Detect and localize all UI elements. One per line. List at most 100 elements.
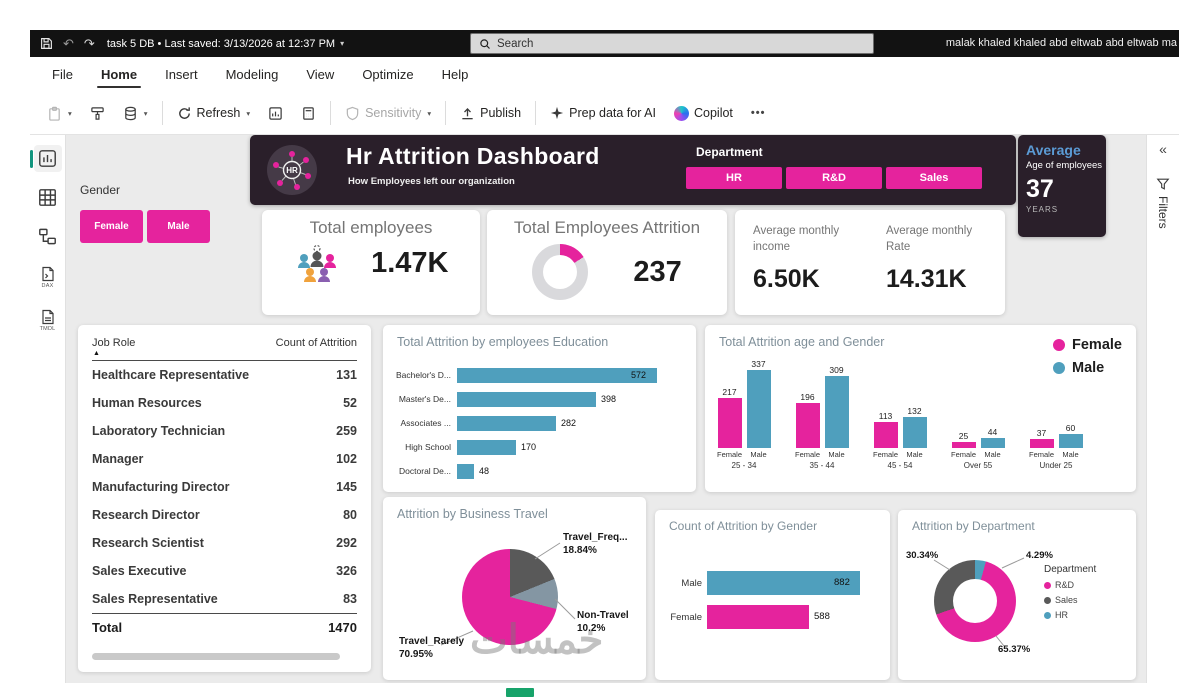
legend-item-hr[interactable]: HR	[1044, 610, 1096, 620]
legend-item-male[interactable]: Male	[1053, 360, 1122, 376]
table-row[interactable]: Human Resources 52	[92, 389, 357, 417]
redo-icon[interactable]: ↷	[83, 36, 95, 51]
column[interactable]: 113	[873, 411, 898, 448]
bar[interactable]	[457, 439, 516, 455]
income-rate-card[interactable]: Average monthly income 6.50K Average mon…	[735, 210, 1005, 315]
format-painter-button[interactable]	[81, 97, 114, 129]
column[interactable]: 309	[824, 365, 849, 448]
table-scrollbar[interactable]	[92, 653, 340, 660]
menu-item-modeling[interactable]: Modeling	[225, 67, 279, 82]
department-chart[interactable]: Attrition by Department Department R&D Sa…	[898, 510, 1136, 680]
department-donut[interactable]	[934, 560, 1016, 642]
table-row[interactable]: Laboratory Technician 259	[92, 417, 357, 445]
column[interactable]: 37	[1029, 428, 1054, 448]
job-role-cell: Laboratory Technician	[92, 424, 226, 438]
table-view-button[interactable]	[34, 184, 62, 211]
tmdl-view-button[interactable]: TMDL	[34, 305, 62, 336]
column[interactable]: 132	[902, 406, 927, 448]
legend-item-rd[interactable]: R&D	[1044, 580, 1096, 590]
copilot-button[interactable]: Copilot	[665, 97, 742, 129]
table-row[interactable]: Research Director 80	[92, 501, 357, 529]
dax-query-view-button[interactable]: DAX	[34, 262, 62, 293]
table-row[interactable]: Healthcare Representative 131	[92, 361, 357, 389]
model-view-button[interactable]	[34, 223, 62, 250]
search-box[interactable]	[470, 33, 874, 54]
bar[interactable]	[707, 605, 809, 629]
average-age-card[interactable]: Average Age of employees 37 YEARS	[1018, 135, 1106, 237]
report-view-button[interactable]	[29, 145, 62, 172]
education-chart[interactable]: Total Attrition by employees Education B…	[383, 325, 696, 492]
job-role-table[interactable]: Job Role Count of Attrition ▲ Healthcare…	[78, 325, 371, 672]
menu-item-insert[interactable]: Insert	[165, 67, 198, 82]
donut-slice-label: 65.37%	[998, 644, 1031, 655]
search-input[interactable]	[497, 37, 865, 50]
attrition-column-header[interactable]: Count of Attrition	[275, 337, 357, 349]
doc-title-caret-icon[interactable]: ▾	[340, 39, 345, 48]
column[interactable]: 60	[1058, 423, 1083, 448]
legend-item-sales[interactable]: Sales	[1044, 595, 1096, 605]
paste-button[interactable]: ▾	[38, 97, 81, 129]
column[interactable]: 25	[951, 431, 976, 448]
table-row[interactable]: Manufacturing Director 145	[92, 473, 357, 501]
undo-icon[interactable]: ↶	[63, 36, 74, 51]
gender-button-female[interactable]: Female	[80, 210, 143, 243]
department-button-sales[interactable]: Sales	[886, 167, 982, 189]
get-data-button[interactable]: ▾	[114, 97, 157, 129]
menu-item-file[interactable]: File	[52, 67, 73, 82]
filters-rail: « Filters	[1146, 135, 1179, 683]
expand-filters-button[interactable]: «	[1159, 141, 1167, 157]
chart-title: Total Attrition age and Gender	[719, 335, 885, 349]
department-button-rd[interactable]: R&D	[786, 167, 882, 189]
business-travel-pie[interactable]	[462, 549, 558, 645]
bar-row: Associates ... 282	[393, 411, 688, 435]
refresh-button[interactable]: Refresh ▾	[168, 97, 260, 129]
department-button-hr[interactable]: HR	[686, 167, 782, 189]
dashboard-header[interactable]: HR Hr Attrition Dashboard How Employees …	[250, 135, 1016, 205]
gender-button-male[interactable]: Male	[147, 210, 210, 243]
column[interactable]: 196	[795, 392, 820, 448]
column[interactable]: 44	[980, 427, 1005, 448]
bar[interactable]	[707, 571, 860, 595]
total-employees-card[interactable]: Total employees 1.47K	[262, 210, 480, 315]
column[interactable]: 217	[717, 387, 742, 448]
ribbon-toolbar: ▾ ▾ Refresh ▾ Sensitivity ▾ Publish Prep…	[30, 92, 1179, 135]
attrition-count-cell: 52	[343, 396, 357, 410]
column[interactable]: 337	[746, 359, 771, 448]
category-label: Male	[681, 577, 702, 589]
attrition-card[interactable]: Total Employees Attrition 237	[487, 210, 727, 315]
axis-group-label: 25 - 34	[731, 461, 757, 470]
prep-data-ai-button[interactable]: Prep data for AI	[541, 97, 665, 129]
save-icon[interactable]	[40, 37, 53, 50]
avg-rate-value: 14.31K	[886, 265, 967, 294]
user-account-label[interactable]: malak khaled khaled abd eltwab abd eltwa…	[945, 37, 1177, 49]
gender-count-bars: Male 882 Female 588	[665, 566, 877, 634]
document-title[interactable]: task 5 DB • Last saved: 3/13/2026 at 12:…	[106, 37, 336, 50]
table-row[interactable]: Sales Representative 83	[92, 585, 357, 613]
menu-item-view[interactable]: View	[306, 67, 335, 82]
bar[interactable]	[457, 367, 657, 383]
table-row[interactable]: Sales Executive 326	[92, 557, 357, 585]
new-measure-button[interactable]	[292, 97, 325, 129]
menu-item-help[interactable]: Help	[441, 67, 469, 82]
filters-pane-toggle[interactable]: Filters	[1156, 177, 1170, 229]
job-role-column-header[interactable]: Job Role	[92, 337, 136, 349]
page-tab-indicator[interactable]	[506, 688, 534, 697]
business-travel-chart[interactable]: Attrition by Business Travel Travel_Freq…	[383, 497, 646, 680]
table-row[interactable]: Manager 102	[92, 445, 357, 473]
more-options-button[interactable]: •••	[750, 107, 766, 119]
value-label: 196	[800, 392, 815, 402]
legend-item-female[interactable]: Female	[1053, 337, 1122, 353]
table-view-icon	[39, 189, 56, 206]
gender-count-chart[interactable]: Count of Attrition by Gender Male 882 Fema…	[655, 510, 890, 680]
table-header[interactable]: Job Role Count of Attrition ▲	[92, 335, 357, 361]
bar[interactable]	[457, 391, 596, 407]
new-visual-button[interactable]	[259, 97, 292, 129]
table-row[interactable]: Research Scientist 292	[92, 529, 357, 557]
bar[interactable]	[457, 415, 556, 431]
bar[interactable]	[457, 463, 474, 479]
menu-item-optimize[interactable]: Optimize	[362, 67, 414, 82]
publish-button[interactable]: Publish	[451, 97, 530, 129]
total-employees-value: 1.47K	[371, 246, 449, 279]
age-gender-chart[interactable]: Total Attrition age and Gender Female Mal…	[705, 325, 1136, 492]
menu-item-home[interactable]: Home	[87, 57, 151, 92]
